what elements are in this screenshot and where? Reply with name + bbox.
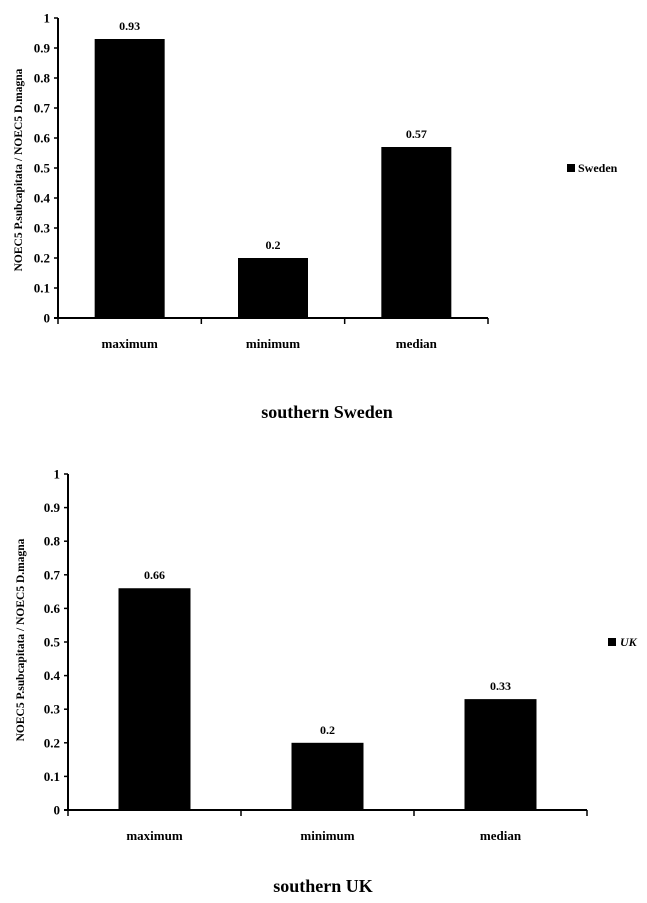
y-tick-label: 1: [44, 11, 51, 26]
y-tick-label: 0.5: [44, 635, 61, 650]
y-tick-label: 0: [44, 311, 51, 326]
y-tick-label: 0.2: [44, 735, 60, 750]
chart-southern-sweden: NOEC5 P.subcapitata / NOEC5 D.magna 0 0.1…: [13, 11, 618, 423]
y-tick-label: 0.4: [44, 668, 61, 683]
legend: UK: [608, 635, 638, 649]
legend-label: UK: [620, 635, 638, 649]
legend: Sweden: [567, 161, 618, 175]
bar-minimum: [291, 742, 364, 810]
y-tick-label: 0.2: [34, 251, 50, 266]
y-tick-label: 0.9: [34, 41, 51, 56]
bar-maximum: [118, 588, 191, 810]
y-tick-label: 0.1: [44, 769, 60, 784]
x-tick-label: median: [396, 336, 438, 351]
data-label: 0.2: [320, 723, 335, 737]
chart-title: southern UK: [273, 876, 373, 896]
legend-label: Sweden: [578, 161, 618, 175]
data-label: 0.2: [266, 238, 281, 252]
y-axis-label: NOEC5 P.subcapitata / NOEC5 D.magna: [13, 68, 25, 271]
plot-area: 0 0.1 0.2 0.3 0.4 0.5 0.6 0.7 0.8 0.9 1 0.66 maximum…: [44, 467, 588, 843]
y-tick-label: 0.8: [34, 71, 51, 86]
chart-southern-uk: NOEC5 P.subcapitata / NOEC5 D.magna 0 0.1…: [15, 467, 638, 897]
y-tick-label: 0.7: [44, 567, 61, 582]
y-tick-label: 0.3: [44, 702, 61, 717]
data-label: 0.66: [144, 568, 165, 582]
y-tick-label: 0.6: [34, 131, 51, 146]
y-tick-label: 0.7: [34, 101, 51, 116]
bar-minimum: [238, 258, 308, 318]
plot-area: 0 0.1 0.2 0.3 0.4 0.5 0.6 0.7 0.8 0.9 1 0.93 maximum…: [34, 11, 489, 351]
y-tick-label: 0.1: [34, 281, 50, 296]
data-label: 0.57: [406, 127, 427, 141]
x-tick-label: median: [480, 828, 522, 843]
data-label: 0.33: [490, 679, 511, 693]
y-axis-title: NOEC5 P.subcapitata / NOEC5 D.magna: [15, 538, 27, 741]
y-tick-label: 0.3: [34, 221, 51, 236]
x-tick-label: minimum: [246, 336, 300, 351]
legend-swatch: [608, 638, 616, 646]
y-axis-title: NOEC5 P.subcapitata / NOEC5 D.magna: [13, 68, 25, 271]
x-tick-label: minimum: [300, 828, 354, 843]
y-tick-label: 0.4: [34, 191, 51, 206]
bar-maximum: [94, 39, 165, 318]
y-tick-label: 0: [54, 803, 61, 818]
legend-swatch: [567, 164, 575, 172]
data-label: 0.93: [119, 19, 140, 33]
y-tick-label: 0.9: [44, 500, 61, 515]
y-tick-label: 0.6: [44, 601, 61, 616]
bar-median: [464, 699, 537, 810]
bar-median: [381, 147, 452, 318]
chart-title: southern Sweden: [261, 402, 393, 422]
x-tick-label: maximum: [126, 828, 183, 843]
y-tick-label: 1: [54, 467, 61, 482]
x-tick-label: maximum: [101, 336, 158, 351]
y-axis-label: NOEC5 P.subcapitata / NOEC5 D.magna: [15, 538, 27, 741]
y-tick-label: 0.8: [44, 534, 61, 549]
y-tick-label: 0.5: [34, 161, 51, 176]
